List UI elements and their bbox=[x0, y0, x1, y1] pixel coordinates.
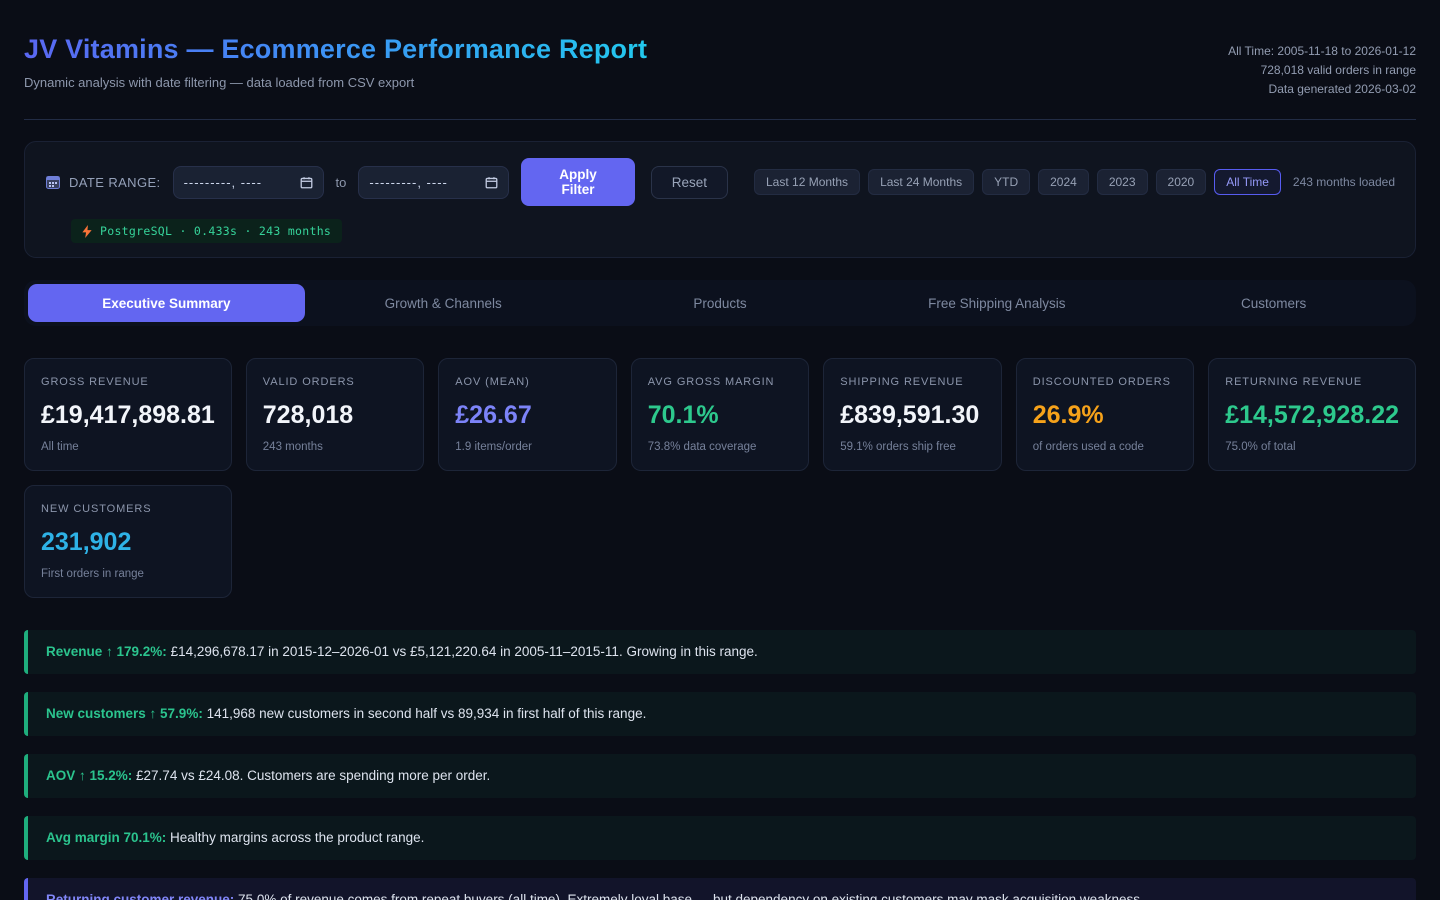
chip-2024[interactable]: 2024 bbox=[1038, 169, 1089, 195]
query-badge-text: PostgreSQL · 0.433s · 243 months bbox=[100, 224, 332, 238]
kpi-label: DISCOUNTED ORDERS bbox=[1032, 376, 1171, 388]
kpi-card-new-customers: NEW CUSTOMERS 231,902 First orders in ra… bbox=[24, 485, 232, 598]
tab-growth-channels[interactable]: Growth & Channels bbox=[305, 284, 582, 322]
kpi-card-discounted-orders: DISCOUNTED ORDERS 26.9% of orders used a… bbox=[1015, 358, 1195, 471]
kpi-value: £26.67 bbox=[455, 401, 532, 429]
meta-valid-orders: 728,018 valid orders in range bbox=[1260, 63, 1416, 77]
query-status-badge: PostgreSQL · 0.433s · 243 months bbox=[71, 219, 343, 243]
kpi-subtext: 59.1% orders ship free bbox=[840, 441, 956, 453]
filter-row: DATE RANGE: ---------, ---- to ---------… bbox=[45, 158, 1395, 206]
kpi-card-valid-orders: VALID ORDERS 728,018 243 months bbox=[245, 358, 425, 471]
insight-text: 141,968 new customers in second half vs … bbox=[206, 706, 647, 721]
reset-button[interactable]: Reset bbox=[650, 165, 728, 199]
kpi-card-aov: AOV (MEAN) £26.67 1.9 items/order bbox=[438, 358, 617, 471]
insights-list: Revenue ↑ 179.2%: £14,296,678.17 in 2015… bbox=[24, 630, 1416, 900]
header-left: JV Vitamins — Ecommerce Performance Repo… bbox=[24, 34, 647, 90]
insight-prefix: AOV ↑ 15.2%: bbox=[46, 768, 137, 783]
apply-filter-button[interactable]: Apply Filter bbox=[521, 158, 635, 206]
chip-all-time[interactable]: All Time bbox=[1214, 169, 1281, 195]
page-title: JV Vitamins — Ecommerce Performance Repo… bbox=[24, 34, 648, 64]
meta-generated-date: Data generated 2026-03-02 bbox=[1268, 82, 1416, 96]
kpi-label: AVG GROSS MARGIN bbox=[647, 376, 775, 388]
kpi-value: 728,018 bbox=[262, 401, 354, 429]
meta-all-time-range: All Time: 2005-11-18 to 2026-01-12 bbox=[1228, 44, 1416, 58]
insight-prefix: Returning customer revenue: bbox=[46, 892, 239, 900]
quick-range-chips: Last 12 Months Last 24 Months YTD 2024 2… bbox=[754, 169, 1281, 195]
kpi-subtext: of orders used a code bbox=[1032, 441, 1144, 453]
insight-prefix: Revenue ↑ 179.2%: bbox=[46, 644, 171, 659]
kpi-subtext: 75.0% of total bbox=[1225, 441, 1296, 453]
insight-new-customers-growth: New customers ↑ 57.9%: 141,968 new custo… bbox=[24, 692, 1416, 736]
tab-products[interactable]: Products bbox=[582, 284, 859, 322]
insight-aov-growth: AOV ↑ 15.2%: £27.74 vs £24.08. Customers… bbox=[24, 754, 1416, 798]
insight-text: Healthy margins across the product range… bbox=[170, 830, 425, 845]
date-filter-panel: DATE RANGE: ---------, ---- to ---------… bbox=[24, 141, 1416, 258]
kpi-grid: GROSS REVENUE £19,417,898.81 All time VA… bbox=[24, 358, 1416, 598]
chip-last-24-months[interactable]: Last 24 Months bbox=[868, 169, 975, 195]
kpi-subtext: 1.9 items/order bbox=[455, 441, 532, 453]
tab-free-shipping-analysis[interactable]: Free Shipping Analysis bbox=[858, 284, 1135, 322]
insight-text: £27.74 vs £24.08. Customers are spending… bbox=[136, 768, 491, 783]
chip-ytd[interactable]: YTD bbox=[982, 169, 1031, 195]
insight-returning-customer-revenue: Returning customer revenue: 75.0% of rev… bbox=[24, 878, 1416, 900]
kpi-label: GROSS REVENUE bbox=[41, 376, 149, 388]
kpi-value: 26.9% bbox=[1032, 401, 1104, 429]
kpi-card-returning-revenue: RETURNING REVENUE £14,572,928.22 75.0% o… bbox=[1208, 358, 1416, 471]
chip-last-12-months[interactable]: Last 12 Months bbox=[754, 169, 861, 195]
kpi-label: SHIPPING REVENUE bbox=[840, 376, 964, 388]
date-to-input[interactable]: ---------, ---- bbox=[358, 165, 510, 199]
kpi-subtext: 73.8% data coverage bbox=[647, 441, 757, 453]
insight-prefix: Avg margin 70.1%: bbox=[46, 830, 171, 845]
kpi-label: VALID ORDERS bbox=[262, 376, 355, 388]
kpi-card-gross-revenue: GROSS REVENUE £19,417,898.81 All time bbox=[24, 358, 232, 471]
insight-text: 75.0% of revenue comes from repeat buyer… bbox=[238, 892, 1144, 900]
kpi-label: NEW CUSTOMERS bbox=[41, 503, 152, 515]
kpi-card-avg-gross-margin: AVG GROSS MARGIN 70.1% 73.8% data covera… bbox=[630, 358, 810, 471]
date-from-input[interactable]: ---------, ---- bbox=[172, 165, 324, 199]
kpi-subtext: First orders in range bbox=[41, 568, 144, 580]
date-picker-icon[interactable] bbox=[300, 176, 313, 189]
calendar-icon bbox=[45, 174, 61, 190]
tab-customers[interactable]: Customers bbox=[1135, 284, 1412, 322]
insight-prefix: New customers ↑ 57.9%: bbox=[46, 706, 207, 721]
page-subtitle: Dynamic analysis with date filtering — d… bbox=[24, 75, 415, 90]
header-divider bbox=[24, 119, 1416, 120]
kpi-value: 231,902 bbox=[41, 528, 132, 556]
insight-revenue-growth: Revenue ↑ 179.2%: £14,296,678.17 in 2015… bbox=[24, 630, 1416, 674]
to-label: to bbox=[335, 174, 347, 190]
kpi-subtext: All time bbox=[41, 441, 79, 453]
kpi-value: £19,417,898.81 bbox=[41, 401, 215, 429]
insight-avg-margin: Avg margin 70.1%: Healthy margins across… bbox=[24, 816, 1416, 860]
tab-executive-summary[interactable]: Executive Summary bbox=[28, 284, 305, 322]
kpi-subtext: 243 months bbox=[262, 441, 323, 453]
kpi-label: RETURNING REVENUE bbox=[1225, 376, 1363, 388]
chip-2020[interactable]: 2020 bbox=[1155, 169, 1207, 195]
kpi-value: £14,572,928.22 bbox=[1225, 401, 1399, 429]
kpi-label: AOV (MEAN) bbox=[455, 376, 530, 388]
date-from-value: ---------, ---- bbox=[183, 174, 263, 190]
report-tabs: Executive Summary Growth & Channels Prod… bbox=[24, 280, 1416, 326]
chip-2023[interactable]: 2023 bbox=[1096, 169, 1148, 195]
lightning-bolt-icon bbox=[82, 224, 92, 238]
insight-text: £14,296,678.17 in 2015-12–2026-01 vs £5,… bbox=[170, 644, 758, 659]
header-meta: All Time: 2005-11-18 to 2026-01-12 728,0… bbox=[1228, 34, 1416, 99]
kpi-card-shipping-revenue: SHIPPING REVENUE £839,591.30 59.1% order… bbox=[823, 358, 1002, 471]
kpi-value: £839,591.30 bbox=[840, 401, 980, 429]
date-picker-icon[interactable] bbox=[485, 176, 498, 189]
kpi-value: 70.1% bbox=[647, 401, 719, 429]
date-to-value: ---------, ---- bbox=[369, 174, 448, 190]
date-range-label: DATE RANGE: bbox=[45, 174, 161, 190]
months-loaded-text: 243 months loaded bbox=[1292, 175, 1395, 189]
header: JV Vitamins — Ecommerce Performance Repo… bbox=[24, 0, 1416, 99]
